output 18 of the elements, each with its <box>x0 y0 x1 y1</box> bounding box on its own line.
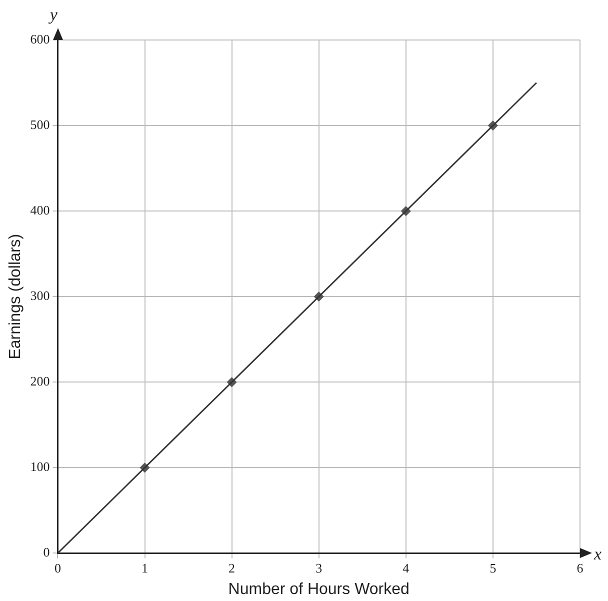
x-tick-label: 2 <box>228 560 236 576</box>
y-tick-label: 600 <box>30 31 50 46</box>
text: x <box>593 544 602 564</box>
x-tick-label: 4 <box>402 560 410 576</box>
x-tick-label: 3 <box>316 560 322 576</box>
x-tick-label: 6 <box>576 560 584 576</box>
x-tick-label: 1 <box>142 560 148 576</box>
y-tick-label: 100 <box>30 459 50 474</box>
x-tick-label: 5 <box>490 560 496 576</box>
y-axis-title: Earnings (dollars) <box>7 234 24 360</box>
text: y <box>48 4 58 24</box>
y-tick-label: 400 <box>30 202 50 218</box>
y-tick-label: 200 <box>30 374 50 389</box>
y-tick-label: 300 <box>30 288 50 304</box>
y-tick-label: 0 <box>43 544 50 560</box>
x-axis-title: Number of Hours Worked <box>228 580 410 598</box>
y-tick-label: 500 <box>30 116 50 132</box>
x-tick-label: 0 <box>54 560 61 576</box>
